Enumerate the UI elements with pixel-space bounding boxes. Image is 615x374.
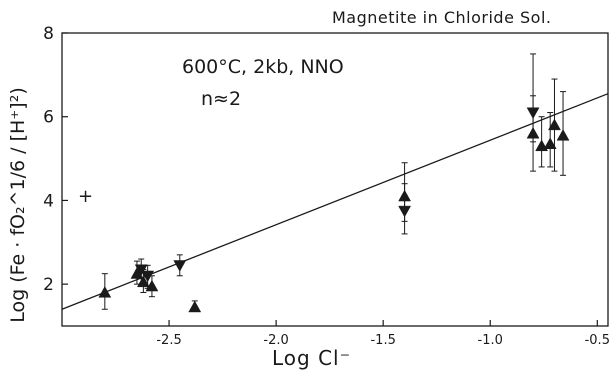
triangle-down-marker: [398, 205, 412, 218]
triangle-up-marker: [543, 137, 557, 149]
triangle-up-marker: [145, 279, 159, 292]
plot-frame: [61, 32, 609, 327]
regression-line: [61, 93, 609, 310]
x-tick-label: -1.0: [478, 333, 503, 348]
y-axis-label-text: Log (Fe · fO₂^1/6 / [H⁺]²): [7, 87, 29, 323]
x-tick-label: -0.5: [585, 333, 610, 348]
x-axis-label: Log Cl⁻: [272, 346, 352, 370]
triangle-up-marker: [548, 118, 561, 131]
triangle-up-marker: [136, 275, 150, 288]
data-markers: [98, 107, 570, 313]
triangle-up-marker: [556, 129, 570, 141]
y-axis-label: Log (Fe · fO₂^1/6 / [H⁺]²): [7, 87, 29, 323]
stray-plus-mark: +: [78, 186, 94, 207]
axes: [61, 32, 609, 327]
triangle-up-marker: [98, 285, 112, 298]
y-tick-label: 6: [43, 108, 54, 128]
x-tick-label: -2.5: [156, 333, 181, 348]
y-tick-label: 8: [43, 24, 54, 44]
annotation-n: n≈2: [201, 88, 242, 110]
triangle-down-marker: [141, 270, 155, 283]
y-tick-label: 4: [43, 191, 54, 211]
triangle-up-marker: [526, 126, 540, 139]
triangle-up-marker: [188, 300, 202, 313]
x-tick-label: -2.0: [263, 333, 288, 348]
tick-labels: -2.5 -2.0 -1.5 -1.0 -0.5 2 4 6 8: [43, 24, 610, 348]
x-tick-label: -1.5: [370, 333, 395, 348]
triangle-up-marker: [398, 189, 412, 202]
error-bars: [101, 53, 567, 312]
triangle-down-marker: [134, 264, 148, 277]
annotation-conditions: 600°C, 2kb, NNO: [182, 56, 344, 78]
chart-title: Magnetite in Chloride Sol.: [332, 8, 552, 27]
fit-line: [61, 93, 609, 310]
triangle-down-marker: [526, 107, 540, 120]
triangle-down-marker: [173, 260, 187, 272]
y-tick-label: 2: [43, 275, 54, 295]
